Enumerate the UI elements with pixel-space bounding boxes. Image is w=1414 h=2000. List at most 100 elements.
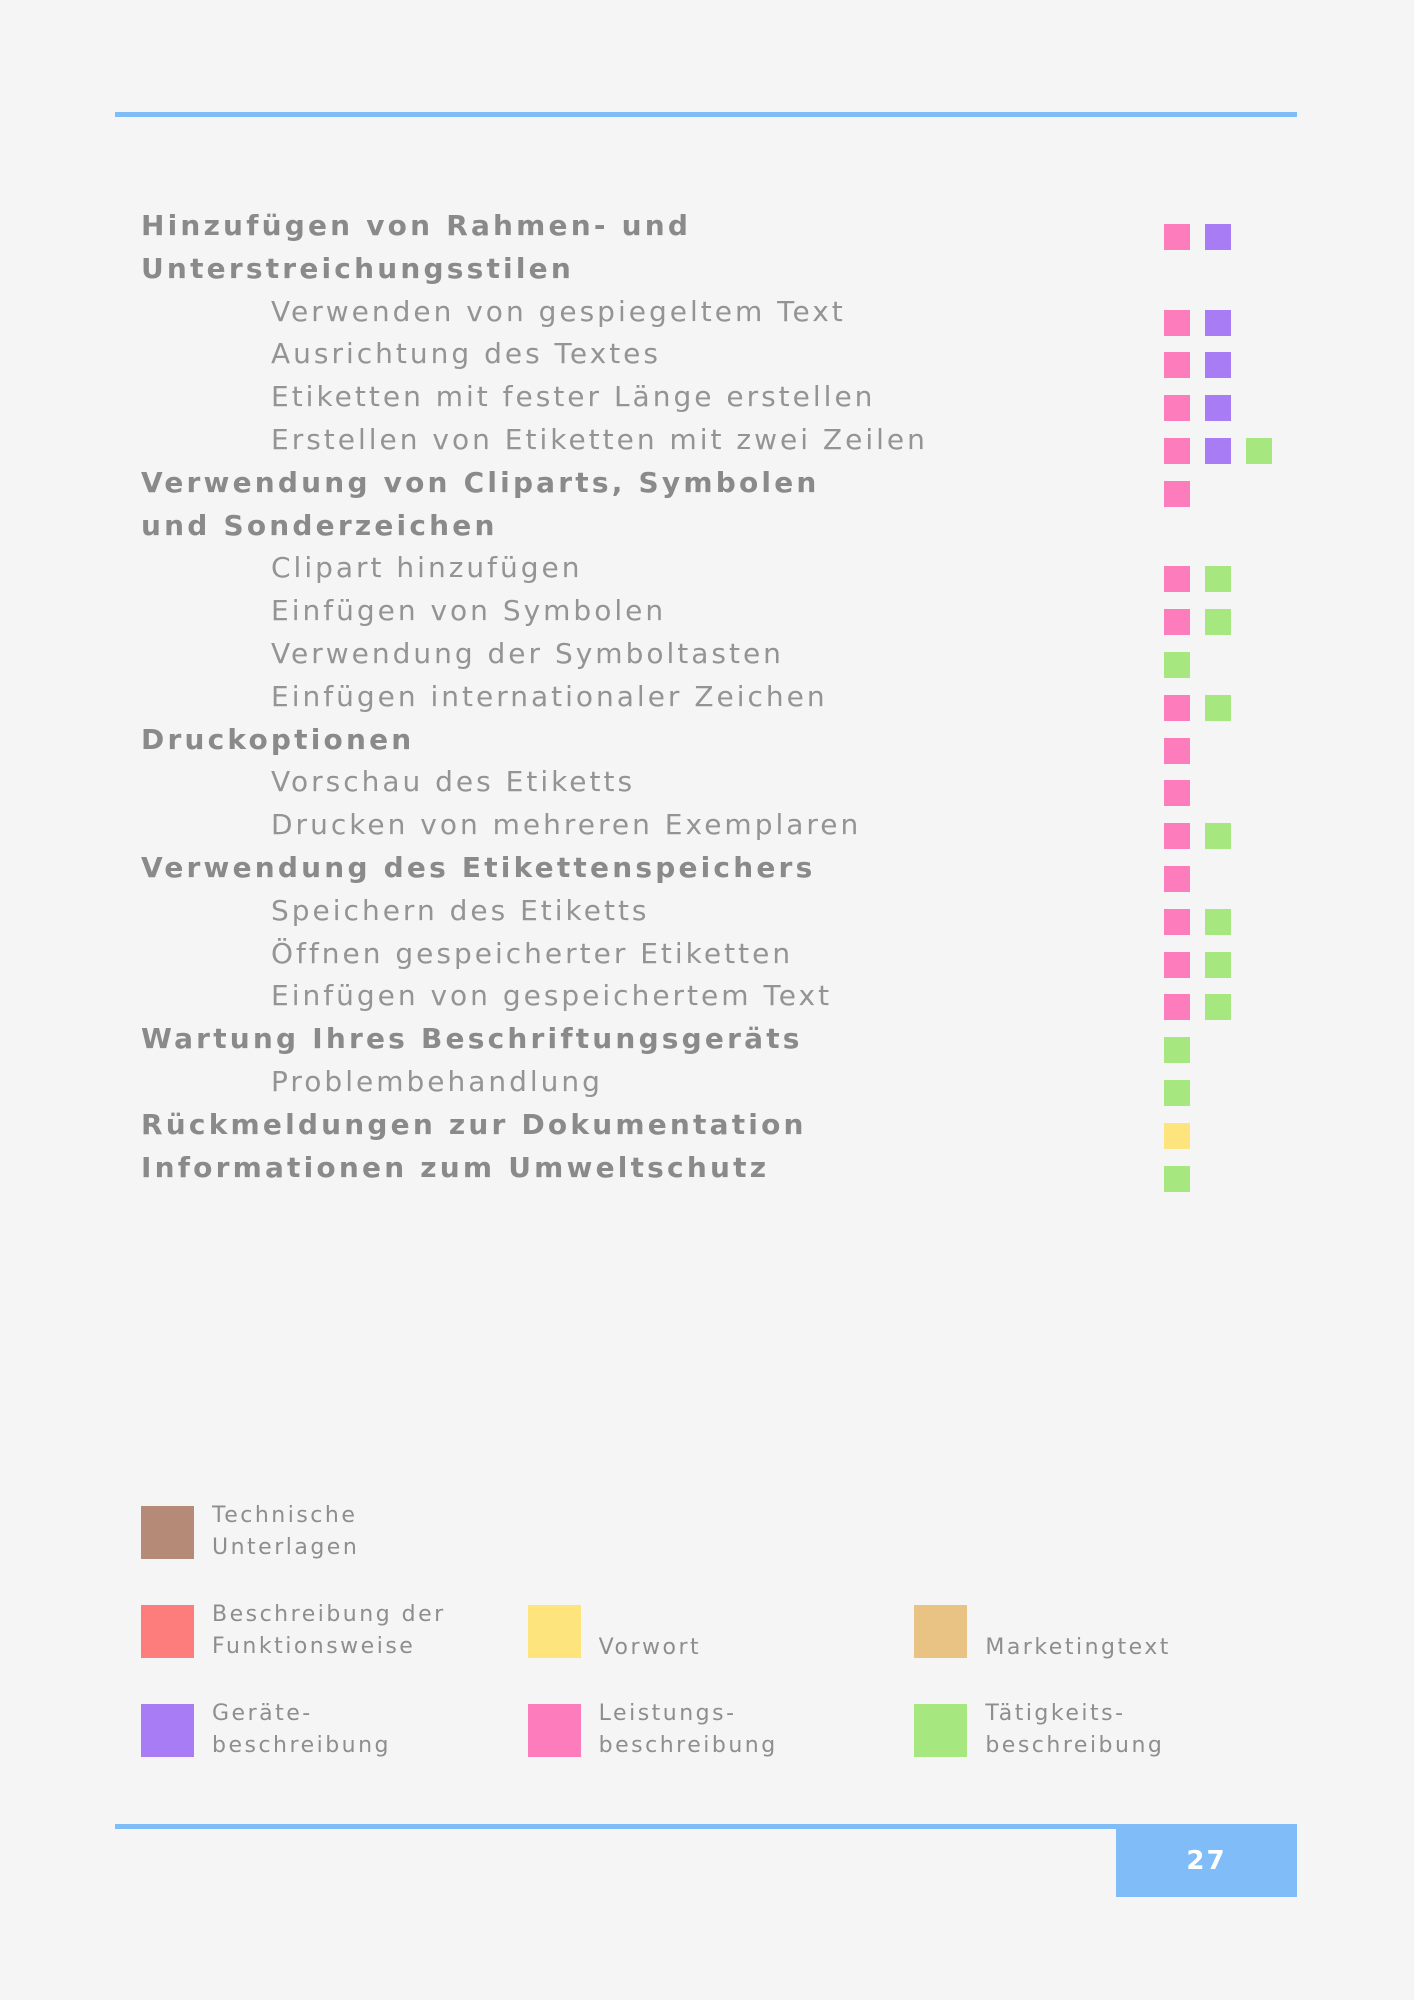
category-markers (1164, 780, 1190, 807)
category-marker-taetigkeitsbeschreibung (1205, 994, 1231, 1021)
toc-subsection-entry: Vorschau des Etiketts (141, 761, 1281, 807)
toc-entry-label: Speichern des Etiketts (271, 893, 650, 927)
toc-subsection-entry: Verwendung der Symboltasten (141, 633, 1281, 678)
legend-row: Beschreibung der Funktionsweise Vorwort Ma… (141, 1598, 1301, 1664)
category-marker-taetigkeitsbeschreibung (1246, 437, 1272, 464)
toc-entry-label: Etiketten mit fester Länge erstellen (271, 380, 876, 414)
category-marker-leistungsbeschreibung (1164, 609, 1190, 636)
category-marker-taetigkeitsbeschreibung (1205, 908, 1231, 935)
toc-subsection-entry: Speichern des Etiketts (141, 890, 1281, 935)
category-markers (1164, 395, 1231, 422)
category-markers (1164, 437, 1272, 464)
legend-item: Leistungs- beschreibung (527, 1698, 915, 1762)
category-markers (1164, 309, 1231, 336)
toc-section-entry: Druckoptionen (141, 719, 1281, 764)
toc-subsection-entry: Problembehandlung (141, 1061, 1281, 1106)
toc-entry-label: Öffnen gespeicherter Etiketten (271, 936, 794, 970)
toc-subsection-entry: Verwenden von gespiegeltem Text (141, 291, 1281, 336)
legend-item: Marketingtext (914, 1598, 1301, 1664)
toc-entry-label: Vorschau des Etiketts (271, 765, 636, 799)
toc-subsection-entry: Ausrichtung des Textes (141, 333, 1281, 379)
legend-row: Geräte- beschreibung Leistungs- beschreib… (141, 1698, 1301, 1762)
legend-item: Technische Unterlagen (141, 1500, 574, 1564)
category-markers (1164, 1079, 1190, 1106)
toc-entry-label: Clipart hinzufügen (271, 551, 583, 585)
category-markers (1164, 908, 1231, 935)
category-marker-leistungsbeschreibung (1164, 865, 1190, 892)
toc-entry-label: Hinzufügen von Rahmen- und Unterstreichu… (141, 209, 692, 285)
toc-entry-label: Einfügen von Symbolen (271, 594, 667, 628)
color-legend: Technische Unterlagen Beschreibung der Fu… (141, 1500, 1301, 1796)
category-marker-leistungsbeschreibung (1164, 437, 1190, 464)
legend-swatch-technische_unterlagen (141, 1505, 194, 1559)
toc-section-entry: Verwendung von Cliparts, Symbolen und So… (141, 462, 1281, 548)
category-marker-taetigkeitsbeschreibung (1164, 1079, 1190, 1106)
category-marker-leistungsbeschreibung (1164, 908, 1190, 935)
toc-entry-label: Drucken von mehreren Exemplaren (271, 808, 862, 842)
legend-swatch-taetigkeitsbeschreibung (914, 1703, 968, 1757)
category-marker-taetigkeitsbeschreibung (1164, 1165, 1190, 1192)
legend-label: Beschreibung der Funktionsweise (212, 1602, 446, 1659)
category-marker-leistungsbeschreibung (1164, 737, 1190, 764)
page-number: 27 (1186, 1845, 1227, 1876)
category-marker-leistungsbeschreibung (1164, 823, 1190, 850)
legend-label: Tätigkeits- beschreibung (985, 1701, 1165, 1758)
toc-entry-label: Verwendung von Cliparts, Symbolen und So… (141, 465, 820, 542)
category-markers (1164, 694, 1231, 721)
category-marker-geraetebeschreibung (1205, 395, 1231, 422)
toc-entry-label: Druckoptionen (141, 722, 415, 756)
toc-section-entry: Informationen zum Umweltschutz (141, 1147, 1281, 1192)
toc-section-entry: Rückmeldungen zur Dokumentation (141, 1104, 1281, 1149)
category-marker-taetigkeitsbeschreibung (1164, 1037, 1190, 1064)
toc-section-entry: Wartung Ihres Beschriftungsgeräts (141, 1018, 1281, 1064)
category-markers (1164, 352, 1231, 379)
category-markers (1164, 480, 1190, 507)
category-marker-leistungsbeschreibung (1164, 566, 1190, 593)
category-markers (1164, 609, 1231, 636)
category-markers (1164, 1122, 1190, 1149)
category-marker-geraetebeschreibung (1205, 224, 1231, 250)
category-marker-leistungsbeschreibung (1164, 994, 1190, 1021)
category-markers (1164, 224, 1231, 250)
legend-item: Beschreibung der Funktionsweise (141, 1598, 528, 1664)
toc-entry-label: Rückmeldungen zur Dokumentation (141, 1107, 807, 1141)
toc-section-entry: Verwendung des Etikettenspeichers (141, 847, 1281, 892)
toc-entry-label: Erstellen von Etiketten mit zwei Zeilen (271, 422, 928, 456)
legend-label: Technische Unterlagen (212, 1503, 360, 1560)
toc-entry-label: Informationen zum Umweltschutz (141, 1150, 770, 1184)
toc-entry-label: Problembehandlung (271, 1064, 603, 1098)
toc-subsection-entry: Clipart hinzufügen (141, 547, 1281, 593)
category-marker-leistungsbeschreibung (1164, 780, 1190, 807)
category-marker-taetigkeitsbeschreibung (1205, 609, 1231, 636)
category-markers (1164, 566, 1231, 593)
toc-subsection-entry: Einfügen von gespeichertem Text (141, 975, 1281, 1021)
category-markers (1164, 865, 1190, 892)
legend-swatch-geraetebeschreibung (141, 1703, 194, 1757)
legend-swatch-leistungsbeschreibung (527, 1703, 581, 1757)
legend-item: Geräte- beschreibung (141, 1698, 528, 1762)
category-markers (1164, 823, 1231, 850)
toc-entry-label: Einfügen von gespeichertem Text (271, 979, 833, 1013)
category-marker-leistungsbeschreibung (1164, 224, 1190, 250)
category-markers (1164, 651, 1190, 678)
category-marker-geraetebeschreibung (1205, 309, 1231, 336)
toc-entry-label: Einfügen internationaler Zeichen (271, 679, 828, 713)
toc-entry-label: Verwendung der Symboltasten (271, 636, 784, 670)
toc-entry-label: Wartung Ihres Beschriftungsgeräts (141, 1022, 803, 1056)
top-rule (115, 112, 1297, 117)
category-marker-leistungsbeschreibung (1164, 352, 1190, 379)
legend-swatch-funktionsweise (141, 1604, 194, 1658)
category-marker-vorwort (1164, 1122, 1190, 1149)
legend-item: Tätigkeits- beschreibung (914, 1698, 1301, 1762)
toc-subsection-entry: Erstellen von Etiketten mit zwei Zeilen (141, 419, 1281, 464)
category-markers (1164, 1165, 1190, 1192)
legend-item: Vorwort (527, 1598, 915, 1664)
category-marker-leistungsbeschreibung (1164, 480, 1190, 507)
legend-swatch-marketingtext (914, 1604, 968, 1658)
category-marker-leistungsbeschreibung (1164, 694, 1190, 721)
category-marker-geraetebeschreibung (1205, 352, 1231, 379)
legend-label: Leistungs- beschreibung (598, 1701, 778, 1758)
legend-swatch-vorwort (527, 1604, 581, 1658)
category-marker-taetigkeitsbeschreibung (1164, 651, 1190, 678)
table-of-contents: Hinzufügen von Rahmen- und Unterstreichu… (141, 205, 1281, 1192)
